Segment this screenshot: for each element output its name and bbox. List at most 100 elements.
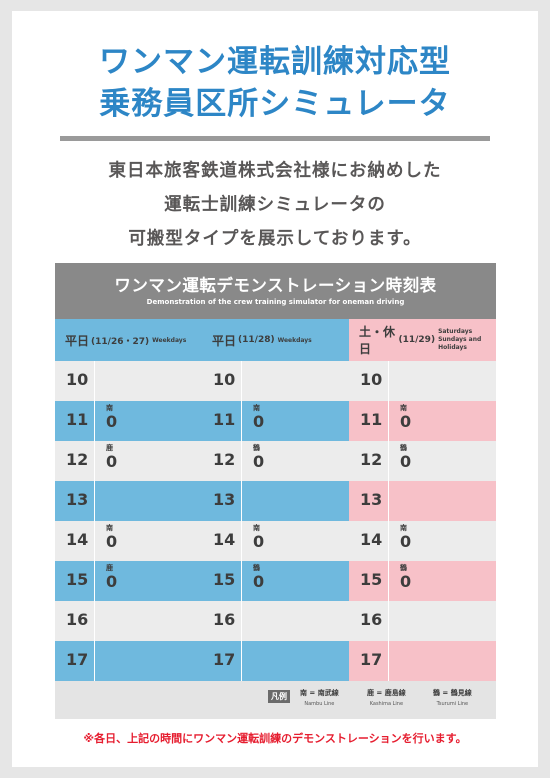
hour-cell: 11 <box>213 410 236 429</box>
intro-line-1: 東日本旅客鉄道株式会社様にお納めした <box>108 161 442 181</box>
legend-label: 凡例 <box>268 690 290 703</box>
hour-cell: 13 <box>66 490 89 509</box>
line-mark: 南 <box>400 404 407 412</box>
legend-item-nambu: 南 = 南武線 Nambu Line <box>300 688 339 707</box>
hour-cell: 14 <box>213 530 236 549</box>
column-date: (11/28) <box>238 335 275 345</box>
timetable-title: ワンマン運転デモンストレーション時刻表 <box>114 276 437 295</box>
minute-value: 0 <box>253 412 265 431</box>
hour-cell: 16 <box>213 610 236 629</box>
line-mark: 鶴 <box>400 564 407 572</box>
hour-cell: 13 <box>213 490 236 509</box>
timetable-row: 13 <box>202 481 349 521</box>
line-mark: 鹿 <box>106 444 113 452</box>
cell-divider <box>94 561 95 601</box>
footnote: ※各日、上記の時間にワンマン運転訓練のデモンストレーションを行います。 <box>83 732 467 745</box>
hour-cell: 17 <box>360 650 383 669</box>
hour-cell: 12 <box>213 450 236 469</box>
line-mark: 南 <box>400 524 407 532</box>
minute-value: 0 <box>400 532 412 551</box>
minute-value: 0 <box>106 532 118 551</box>
cell-divider <box>241 561 242 601</box>
cell-divider <box>94 641 95 681</box>
column-header: 平日 (11/26・27) Weekdays <box>55 319 202 361</box>
timetable-row: 12 鶴 0 <box>202 441 349 481</box>
timetable-row: 17 <box>349 641 496 681</box>
minute-value: 0 <box>106 452 118 471</box>
cell-divider <box>388 441 389 481</box>
intro-line-2: 運転士訓練シミュレータの <box>164 195 386 215</box>
column-day-label: 平日 <box>212 333 237 348</box>
legend-en: Kashima Line <box>369 701 404 707</box>
cell-divider <box>241 601 242 641</box>
hour-cell: 16 <box>66 610 89 629</box>
cell-divider <box>94 361 95 401</box>
hour-cell: 14 <box>360 530 383 549</box>
timetable-row: 14 南 0 <box>349 521 496 561</box>
hour-cell: 15 <box>360 570 383 589</box>
legend-item-tsurumi: 鶴 = 鶴見線 Tsurumi Line <box>433 688 472 707</box>
column-english: Saturdays Sundays and Holidays <box>438 328 496 352</box>
timetable-row: 11 南 0 <box>349 401 496 441</box>
cell-divider <box>94 481 95 521</box>
timetable-row: 16 <box>349 601 496 641</box>
cell-divider <box>94 401 95 441</box>
timetable-row: 17 <box>55 641 202 681</box>
cell-divider <box>94 521 95 561</box>
timetable-row: 12 鶴 0 <box>349 441 496 481</box>
cell-divider <box>241 401 242 441</box>
cell-divider <box>241 481 242 521</box>
cell-divider <box>388 401 389 441</box>
cell-divider <box>241 521 242 561</box>
column-english: Weekdays <box>152 336 187 344</box>
line-mark: 南 <box>106 404 113 412</box>
timetable-row: 15 鶴 0 <box>202 561 349 601</box>
timetable-row: 14 南 0 <box>202 521 349 561</box>
timetable-row: 16 <box>202 601 349 641</box>
intro-text: 東日本旅客鉄道株式会社様にお納めした 運転士訓練シミュレータの 可搬型タイプを展… <box>12 154 538 256</box>
line-mark: 南 <box>106 524 113 532</box>
hour-cell: 17 <box>66 650 89 669</box>
legend-item-kashima: 鹿 = 鹿島線 Kashima Line <box>367 688 406 707</box>
minute-value: 0 <box>253 532 265 551</box>
cell-divider <box>388 601 389 641</box>
timetable-column: 平日 (11/28) Weekdays 10 11 南 0 12 鶴 0 13 14 南 0 15 鶴 0 16 1… <box>202 319 349 681</box>
timetable-row: 10 <box>202 361 349 401</box>
hour-cell: 10 <box>213 370 236 389</box>
minute-value: 0 <box>253 452 265 471</box>
timetable-row: 17 <box>202 641 349 681</box>
column-date: (11/26・27) <box>91 336 150 347</box>
minute-value: 0 <box>106 572 118 591</box>
cell-divider <box>388 481 389 521</box>
cell-divider <box>388 361 389 401</box>
timetable-row: 10 <box>55 361 202 401</box>
line-mark: 鶴 <box>253 444 260 452</box>
line-mark: 鶴 <box>400 444 407 452</box>
cell-divider <box>388 521 389 561</box>
hour-cell: 17 <box>213 650 236 669</box>
cell-divider <box>94 601 95 641</box>
timetable-row: 10 <box>349 361 496 401</box>
timetable-row: 11 南 0 <box>55 401 202 441</box>
legend-en: Tsurumi Line <box>436 701 469 707</box>
timetable-row: 16 <box>55 601 202 641</box>
column-english-line: Saturdays <box>438 328 473 335</box>
hour-cell: 10 <box>66 370 89 389</box>
line-mark: 南 <box>253 524 260 532</box>
cell-divider <box>241 441 242 481</box>
minute-value: 0 <box>253 572 265 591</box>
cell-divider <box>94 441 95 481</box>
line-mark: 鹿 <box>106 564 113 572</box>
cell-divider <box>388 561 389 601</box>
hour-cell: 11 <box>360 410 383 429</box>
hour-cell: 10 <box>360 370 383 389</box>
hour-cell: 12 <box>66 450 89 469</box>
